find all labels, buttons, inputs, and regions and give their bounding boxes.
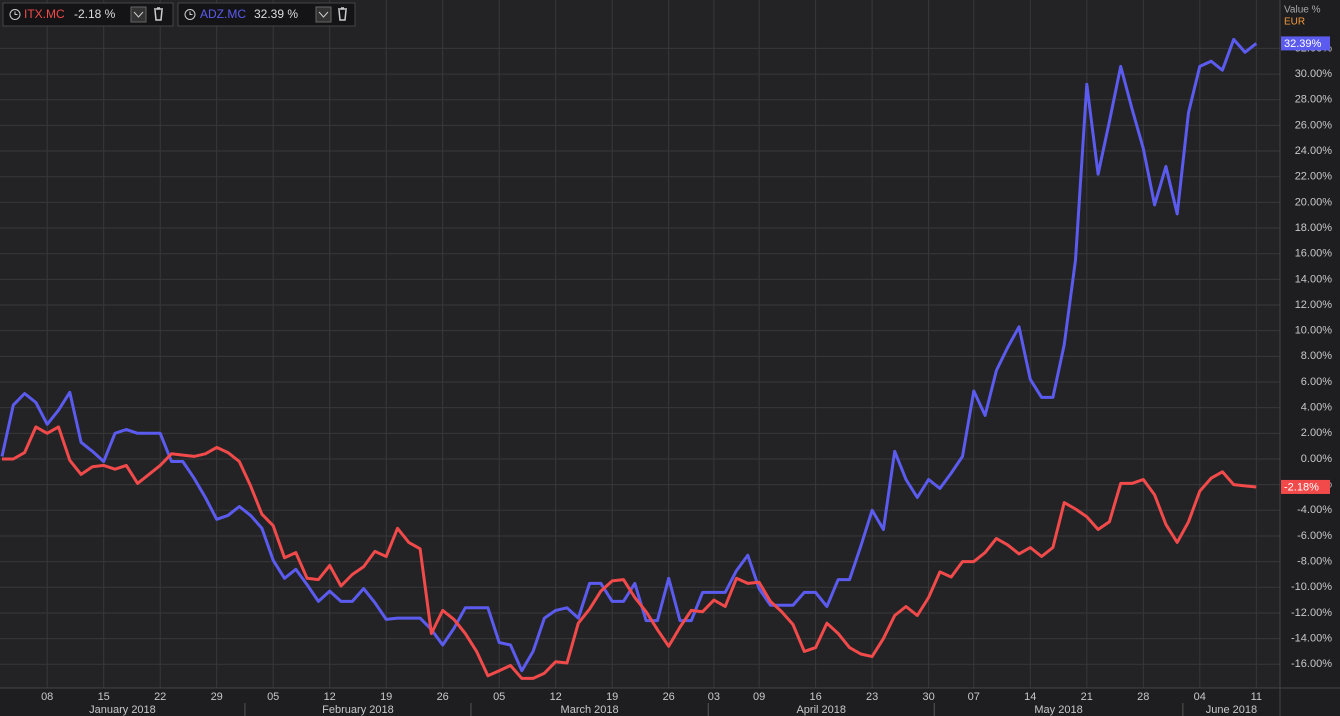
y-tick-label: 26.00% bbox=[1295, 119, 1333, 131]
y-tick-label: 28.00% bbox=[1295, 94, 1333, 106]
legend-name: ITX.MC bbox=[24, 7, 65, 21]
lines bbox=[0, 37, 1258, 680]
end-label-box bbox=[1281, 479, 1330, 494]
x-tick-label: 30 bbox=[922, 691, 934, 703]
x-tick-label: 05 bbox=[267, 691, 279, 703]
x-tick-label: 14 bbox=[1024, 691, 1036, 703]
y-tick-label: 2.00% bbox=[1301, 427, 1332, 439]
clock-icon bbox=[9, 9, 21, 20]
x-tick-label: 23 bbox=[866, 691, 878, 703]
legend: ITX.MC -2.18 % ADZ.MC 32.39 % bbox=[2, 2, 356, 27]
x-tick-label: 07 bbox=[968, 691, 980, 703]
x-tick-label: 12 bbox=[550, 691, 562, 703]
x-tick-label: 05 bbox=[493, 691, 505, 703]
clock-icon bbox=[189, 11, 193, 15]
dropdown-icon bbox=[133, 11, 144, 18]
month-label: June 2018 bbox=[1206, 704, 1257, 716]
y-tick-label: 8.00% bbox=[1301, 350, 1332, 362]
chip[interactable] bbox=[177, 2, 356, 27]
y-tick-label: 20.00% bbox=[1295, 196, 1333, 208]
x-tick-label: 19 bbox=[380, 691, 392, 703]
line bbox=[0, 37, 1258, 673]
line bbox=[2, 425, 1257, 680]
y-tick-label: 12.00% bbox=[1295, 299, 1333, 311]
x-tick-label: 19 bbox=[606, 691, 618, 703]
y-tick-label: 4.00% bbox=[1301, 402, 1332, 414]
end-label: 32.39% bbox=[1284, 38, 1322, 50]
axis-title: Value % bbox=[1284, 5, 1321, 16]
trash-icon[interactable] bbox=[338, 7, 347, 21]
y-tick-label: -14.00% bbox=[1291, 633, 1332, 645]
axis: -16.00% -14.00% -12.00% -10.00% -8.00% -6.00%… bbox=[41, 42, 1332, 716]
month-label: April 2018 bbox=[796, 704, 846, 716]
x-tick-label: 28 bbox=[1137, 691, 1149, 703]
x-tick-label: 11 bbox=[1251, 691, 1262, 703]
y-tick-label: 14.00% bbox=[1295, 273, 1333, 285]
x-tick-label: 12 bbox=[324, 691, 336, 703]
y-tick-label: -12.00% bbox=[1291, 607, 1332, 619]
x-tick-label: 21 bbox=[1081, 691, 1093, 703]
end-labels: 32.39% -2.18% bbox=[1281, 36, 1330, 494]
y-tick-label: 10.00% bbox=[1295, 325, 1333, 337]
y-tick-label: 6.00% bbox=[1301, 376, 1332, 388]
end-label-box bbox=[1281, 36, 1330, 51]
grid bbox=[0, 0, 1280, 688]
x-tick-label: 08 bbox=[41, 691, 53, 703]
x-tick-label: 22 bbox=[154, 691, 166, 703]
y-tick-label: -4.00% bbox=[1297, 504, 1332, 516]
y-tick-label: 24.00% bbox=[1295, 145, 1333, 157]
y-tick-label: 0.00% bbox=[1301, 453, 1332, 465]
end-label: -2.18% bbox=[1284, 481, 1319, 493]
currency: EUR bbox=[1284, 17, 1305, 28]
x-tick-label: 16 bbox=[809, 691, 821, 703]
month-label: February 2018 bbox=[322, 704, 394, 716]
legend-value: 32.39 % bbox=[254, 7, 298, 21]
dropdown[interactable] bbox=[130, 6, 147, 23]
clock-icon bbox=[14, 11, 18, 15]
plot-area bbox=[0, 0, 1280, 688]
clock-icon bbox=[184, 9, 196, 20]
x-tick-label: 04 bbox=[1194, 691, 1206, 703]
trash-icon[interactable] bbox=[154, 7, 163, 21]
y-tick-label: 22.00% bbox=[1295, 171, 1333, 183]
y-tick-label: -6.00% bbox=[1297, 530, 1332, 542]
legend-value: -2.18 % bbox=[74, 7, 116, 21]
dropdown-icon bbox=[318, 11, 329, 18]
dropdown[interactable] bbox=[315, 6, 332, 23]
y-tick-label: 16.00% bbox=[1295, 248, 1333, 260]
x-tick-label: 03 bbox=[708, 691, 720, 703]
x-tick-label: 29 bbox=[211, 691, 223, 703]
x-tick-label: 26 bbox=[437, 691, 449, 703]
month-label: January 2018 bbox=[89, 704, 156, 716]
month-label: May 2018 bbox=[1034, 704, 1082, 716]
x-tick-label: 15 bbox=[98, 691, 110, 703]
y-tick-label: -8.00% bbox=[1297, 556, 1332, 568]
y-tick-label: 30.00% bbox=[1295, 68, 1333, 80]
y-tick-label: -16.00% bbox=[1291, 658, 1332, 670]
y-tick-label: -10.00% bbox=[1291, 581, 1332, 593]
x-tick-label: 09 bbox=[753, 691, 765, 703]
legend-name: ADZ.MC bbox=[200, 7, 246, 21]
x-tick-label: 26 bbox=[663, 691, 675, 703]
month-label: March 2018 bbox=[561, 704, 619, 716]
y-tick-label: 18.00% bbox=[1295, 222, 1333, 234]
